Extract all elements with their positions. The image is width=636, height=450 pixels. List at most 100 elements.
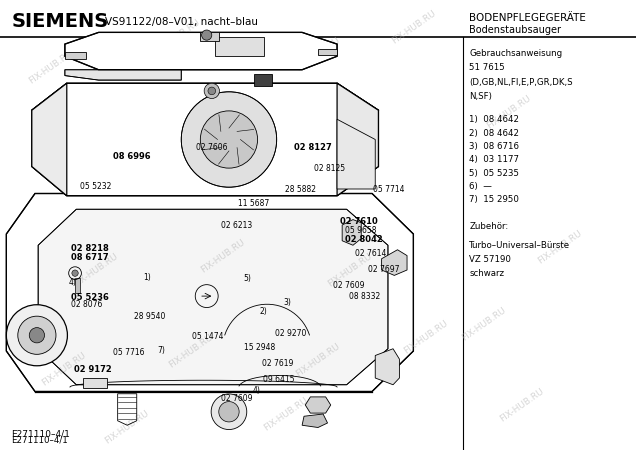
Text: BODENPFLEGEGERÄTE: BODENPFLEGEGERÄTE — [469, 13, 586, 22]
Circle shape — [72, 270, 78, 276]
Text: 5): 5) — [243, 274, 251, 283]
Text: 02 7697: 02 7697 — [368, 265, 399, 274]
Polygon shape — [6, 194, 413, 392]
Text: 02 7606: 02 7606 — [196, 143, 228, 152]
Text: Turbo–Universal–Bürste: Turbo–Universal–Bürste — [469, 241, 570, 250]
Text: 02 9270: 02 9270 — [275, 329, 306, 338]
Text: FIX-HUB.RU: FIX-HUB.RU — [460, 306, 507, 342]
Text: VS91122/08–V01, nacht–blau: VS91122/08–V01, nacht–blau — [105, 17, 258, 27]
Text: FIX-HUB.RU: FIX-HUB.RU — [326, 252, 373, 288]
Text: FIX-HUB.RU: FIX-HUB.RU — [390, 9, 437, 45]
Circle shape — [181, 92, 277, 187]
Text: FIX-HUB.RU: FIX-HUB.RU — [104, 409, 151, 446]
Text: 02 7610: 02 7610 — [340, 217, 378, 226]
Text: 2)  08 4642: 2) 08 4642 — [469, 129, 520, 138]
Circle shape — [200, 111, 258, 168]
Polygon shape — [32, 83, 378, 196]
Text: E271110–4/1: E271110–4/1 — [11, 436, 68, 445]
Text: 7): 7) — [158, 346, 165, 356]
Text: FIX-HUB.RU: FIX-HUB.RU — [536, 229, 583, 266]
Circle shape — [202, 30, 212, 40]
Text: FIX-HUB.RU: FIX-HUB.RU — [40, 351, 87, 387]
Text: 3): 3) — [283, 298, 291, 307]
Text: Gebrauchsanweisung: Gebrauchsanweisung — [469, 49, 562, 58]
Text: 7)  15 2950: 7) 15 2950 — [469, 195, 519, 204]
Text: 1): 1) — [143, 273, 151, 282]
Polygon shape — [254, 74, 272, 86]
Text: Bodenstaubsauger: Bodenstaubsauger — [469, 25, 562, 35]
Text: 11 5687: 11 5687 — [238, 199, 270, 208]
Polygon shape — [318, 49, 337, 55]
Circle shape — [204, 83, 219, 99]
Text: 6)  —: 6) — — [469, 182, 492, 191]
Polygon shape — [215, 37, 264, 56]
Text: 02 8076: 02 8076 — [71, 300, 102, 309]
Polygon shape — [32, 83, 67, 196]
Text: 02 6213: 02 6213 — [221, 221, 252, 230]
Text: Zubehör:: Zubehör: — [469, 222, 509, 231]
Text: 08 6717: 08 6717 — [71, 253, 109, 262]
Text: 02 7614: 02 7614 — [355, 249, 386, 258]
Text: 02 7619: 02 7619 — [262, 359, 293, 368]
Circle shape — [29, 328, 45, 343]
Text: 05 7716: 05 7716 — [113, 348, 145, 357]
Text: 1)  08 4642: 1) 08 4642 — [469, 115, 520, 124]
Text: FIX-HUB.RU: FIX-HUB.RU — [403, 319, 450, 356]
Text: 51 7615: 51 7615 — [469, 63, 505, 72]
Text: 15 2948: 15 2948 — [244, 343, 275, 352]
Text: 09 6415: 09 6415 — [263, 375, 294, 384]
Text: 05 9658: 05 9658 — [345, 226, 377, 235]
Polygon shape — [65, 70, 181, 80]
Polygon shape — [75, 278, 80, 293]
Circle shape — [219, 401, 239, 422]
Text: 4): 4) — [69, 278, 76, 287]
Text: N,SF): N,SF) — [469, 92, 492, 101]
Text: FIX-HUB.RU: FIX-HUB.RU — [167, 333, 214, 369]
Text: SIEMENS: SIEMENS — [11, 12, 109, 31]
Circle shape — [211, 394, 247, 430]
Polygon shape — [375, 349, 399, 385]
Text: FIX-HUB.RU: FIX-HUB.RU — [263, 396, 310, 432]
Polygon shape — [302, 414, 328, 427]
Polygon shape — [337, 119, 375, 189]
Text: 4): 4) — [252, 386, 260, 395]
Circle shape — [18, 316, 56, 354]
Text: 02 8042: 02 8042 — [345, 235, 382, 244]
Text: (D,GB,NL,FI,E,P,GR,DK,S: (D,GB,NL,FI,E,P,GR,DK,S — [469, 78, 573, 87]
Text: FIX-HUB.RU: FIX-HUB.RU — [498, 387, 545, 423]
Polygon shape — [65, 32, 337, 70]
Circle shape — [208, 87, 216, 94]
Polygon shape — [200, 32, 219, 40]
Text: 02 9172: 02 9172 — [74, 365, 112, 374]
Text: 05 1474: 05 1474 — [192, 332, 224, 341]
Text: 5)  05 5235: 5) 05 5235 — [469, 169, 520, 178]
Text: FIX-HUB.RU: FIX-HUB.RU — [199, 238, 246, 275]
Text: FIX-HUB.RU: FIX-HUB.RU — [485, 94, 532, 131]
Text: 05 5232: 05 5232 — [80, 182, 111, 191]
Text: schwarz: schwarz — [469, 269, 504, 278]
Text: 02 7609: 02 7609 — [333, 281, 364, 290]
Text: 02 8127: 02 8127 — [294, 143, 331, 152]
Text: 02 8125: 02 8125 — [314, 164, 345, 173]
Text: FIX-HUB.RU: FIX-HUB.RU — [155, 18, 202, 54]
Text: 02 7609: 02 7609 — [221, 394, 252, 403]
Polygon shape — [342, 220, 361, 245]
Text: 02 8218: 02 8218 — [71, 244, 109, 253]
Text: FIX-HUB.RU: FIX-HUB.RU — [294, 36, 342, 72]
Text: 08 8332: 08 8332 — [349, 292, 380, 301]
Polygon shape — [38, 209, 388, 385]
Text: 4)  03 1177: 4) 03 1177 — [469, 155, 520, 164]
Polygon shape — [337, 83, 378, 196]
Text: FIX-HUB.RU: FIX-HUB.RU — [307, 148, 354, 185]
Polygon shape — [65, 52, 86, 58]
Circle shape — [6, 305, 67, 366]
Polygon shape — [83, 378, 107, 388]
Polygon shape — [382, 250, 407, 275]
Polygon shape — [305, 397, 331, 413]
Text: FIX-HUB.RU: FIX-HUB.RU — [294, 342, 342, 378]
Text: 28 5882: 28 5882 — [285, 185, 316, 194]
Text: VZ 57190: VZ 57190 — [469, 255, 511, 264]
Text: 2): 2) — [259, 307, 267, 316]
Text: E271110–4/1: E271110–4/1 — [11, 430, 71, 439]
Text: 05 7714: 05 7714 — [373, 184, 405, 194]
